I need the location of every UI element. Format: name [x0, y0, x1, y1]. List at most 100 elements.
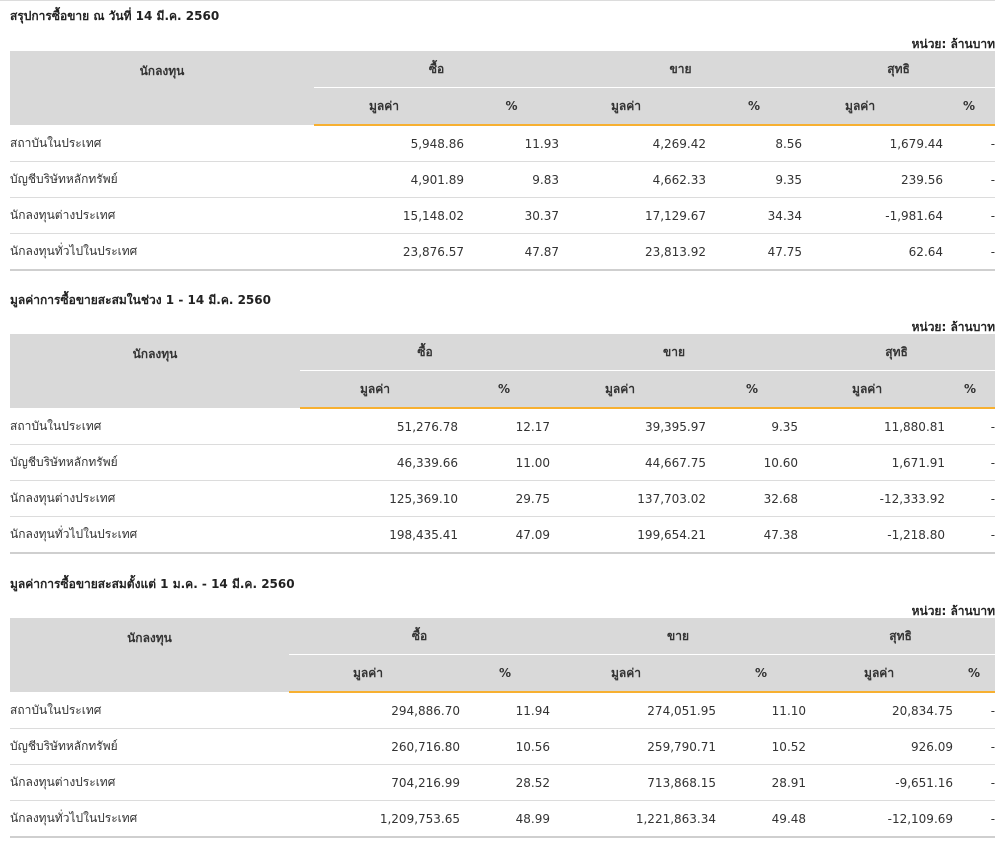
buy-value: 1,209,753.65 — [289, 800, 460, 838]
buy-pct-header: % — [460, 654, 551, 693]
investor-column-header: นักลงทุน — [10, 51, 314, 125]
investor-name: นักลงทุนทั่วไปในประเทศ — [10, 516, 300, 554]
buy-pct: 11.94 — [460, 692, 551, 729]
net-pct: - — [945, 516, 996, 554]
table-row: บัญชีบริษัทหลักทรัพย์ 4,901.89 9.83 4,66… — [10, 161, 996, 198]
sell-value: 17,129.67 — [559, 197, 707, 234]
section-title: สรุปการซื้อขาย ณ วันที่ 14 มี.ค. 2560 — [10, 9, 220, 23]
net-value-header: มูลค่า — [802, 87, 944, 126]
sell-value: 23,813.92 — [559, 233, 707, 271]
trading-summary-table: นักลงทุน ซื้อ ขาย สุทธิ มูลค่า % มูลค่า … — [10, 51, 996, 271]
table-body: สถาบันในประเทศ 5,948.86 11.93 4,269.42 8… — [10, 125, 996, 271]
sell-column-header: ขาย — [550, 334, 799, 371]
sell-pct: 10.60 — [706, 444, 799, 481]
net-column-header: สุทธิ — [806, 618, 996, 655]
buy-pct-header: % — [464, 87, 560, 126]
net-pct-header: % — [945, 370, 996, 409]
net-value: 20,834.75 — [806, 692, 954, 729]
net-value: 62.64 — [802, 233, 944, 271]
buy-pct: 9.83 — [464, 161, 560, 198]
sell-pct: 28.91 — [716, 764, 807, 801]
top-divider — [0, 0, 995, 1]
sell-pct: 10.52 — [716, 728, 807, 765]
table-body: สถาบันในประเทศ 51,276.78 12.17 39,395.97… — [10, 408, 996, 554]
buy-pct: 30.37 — [464, 197, 560, 234]
net-value-header: มูลค่า — [806, 654, 954, 693]
sell-value-header: มูลค่า — [550, 654, 717, 693]
net-pct-header: % — [953, 654, 996, 693]
buy-value: 294,886.70 — [289, 692, 460, 729]
sell-value: 199,654.21 — [550, 516, 707, 554]
unit-label: หน่วย: ล้านบาท — [911, 37, 995, 51]
sell-value: 713,868.15 — [550, 764, 717, 801]
investor-name: นักลงทุนทั่วไปในประเทศ — [10, 233, 314, 271]
table-row: นักลงทุนทั่วไปในประเทศ 198,435.41 47.09 … — [10, 516, 996, 554]
net-pct: - — [953, 800, 996, 838]
buy-value: 704,216.99 — [289, 764, 460, 801]
sell-value-header: มูลค่า — [559, 87, 707, 126]
investor-name: สถาบันในประเทศ — [10, 408, 300, 445]
sell-column-header: ขาย — [550, 618, 807, 655]
buy-value: 198,435.41 — [300, 516, 458, 554]
buy-pct: 47.87 — [464, 233, 560, 271]
sell-pct-header: % — [706, 87, 803, 126]
sell-pct: 49.48 — [716, 800, 807, 838]
table-row: นักลงทุนต่างประเทศ 704,216.99 28.52 713,… — [10, 764, 996, 801]
net-pct: - — [943, 125, 996, 162]
buy-pct: 47.09 — [458, 516, 551, 554]
buy-pct: 11.93 — [464, 125, 560, 162]
investor-name: บัญชีบริษัทหลักทรัพย์ — [10, 728, 289, 765]
sell-value: 274,051.95 — [550, 692, 717, 729]
trading-summary-table: นักลงทุน ซื้อ ขาย สุทธิ มูลค่า % มูลค่า … — [10, 618, 996, 838]
investor-name: บัญชีบริษัทหลักทรัพย์ — [10, 161, 314, 198]
sell-value: 39,395.97 — [550, 408, 707, 445]
net-value: -12,333.92 — [798, 480, 946, 517]
table-row: นักลงทุนทั่วไปในประเทศ 1,209,753.65 48.9… — [10, 800, 996, 838]
investor-column-header: นักลงทุน — [10, 334, 300, 408]
sell-pct-header: % — [716, 654, 807, 693]
sell-pct: 9.35 — [706, 161, 803, 198]
buy-value: 4,901.89 — [314, 161, 464, 198]
unit-label: หน่วย: ล้านบาท — [911, 320, 995, 334]
section-title: มูลค่าการซื้อขายสะสมตั้งแต่ 1 ม.ค. - 14 … — [10, 577, 295, 591]
net-value: 926.09 — [806, 728, 954, 765]
buy-pct-header: % — [458, 370, 551, 409]
table-row: สถาบันในประเทศ 5,948.86 11.93 4,269.42 8… — [10, 125, 996, 162]
table-row: นักลงทุนต่างประเทศ 125,369.10 29.75 137,… — [10, 480, 996, 517]
buy-pct: 12.17 — [458, 408, 551, 445]
net-value: 239.56 — [802, 161, 944, 198]
net-pct: - — [943, 161, 996, 198]
net-value-header: มูลค่า — [798, 370, 946, 409]
buy-column-header: ซื้อ — [300, 334, 551, 371]
net-pct: - — [953, 764, 996, 801]
table-row: นักลงทุนทั่วไปในประเทศ 23,876.57 47.87 2… — [10, 233, 996, 271]
buy-value: 125,369.10 — [300, 480, 458, 517]
sell-value-header: มูลค่า — [550, 370, 707, 409]
net-value: -1,218.80 — [798, 516, 946, 554]
sell-pct: 47.38 — [706, 516, 799, 554]
sell-pct: 11.10 — [716, 692, 807, 729]
sell-value: 1,221,863.34 — [550, 800, 717, 838]
net-pct: - — [945, 408, 996, 445]
net-value: -12,109.69 — [806, 800, 954, 838]
net-pct: - — [953, 692, 996, 729]
buy-pct: 28.52 — [460, 764, 551, 801]
sell-pct: 47.75 — [706, 233, 803, 271]
buy-value: 260,716.80 — [289, 728, 460, 765]
investor-name: นักลงทุนต่างประเทศ — [10, 764, 289, 801]
net-column-header: สุทธิ — [802, 51, 996, 88]
net-value: 1,679.44 — [802, 125, 944, 162]
section-title: มูลค่าการซื้อขายสะสมในช่วง 1 - 14 มี.ค. … — [10, 293, 271, 307]
table-row: บัญชีบริษัทหลักทรัพย์ 260,716.80 10.56 2… — [10, 728, 996, 765]
table-row: นักลงทุนต่างประเทศ 15,148.02 30.37 17,12… — [10, 197, 996, 234]
sell-pct-header: % — [706, 370, 799, 409]
investor-name: สถาบันในประเทศ — [10, 692, 289, 729]
net-pct-header: % — [943, 87, 996, 126]
net-pct: - — [945, 480, 996, 517]
sell-pct: 8.56 — [706, 125, 803, 162]
buy-value: 51,276.78 — [300, 408, 458, 445]
sell-pct: 9.35 — [706, 408, 799, 445]
sell-value: 137,703.02 — [550, 480, 707, 517]
net-value: -9,651.16 — [806, 764, 954, 801]
buy-value: 23,876.57 — [314, 233, 464, 271]
